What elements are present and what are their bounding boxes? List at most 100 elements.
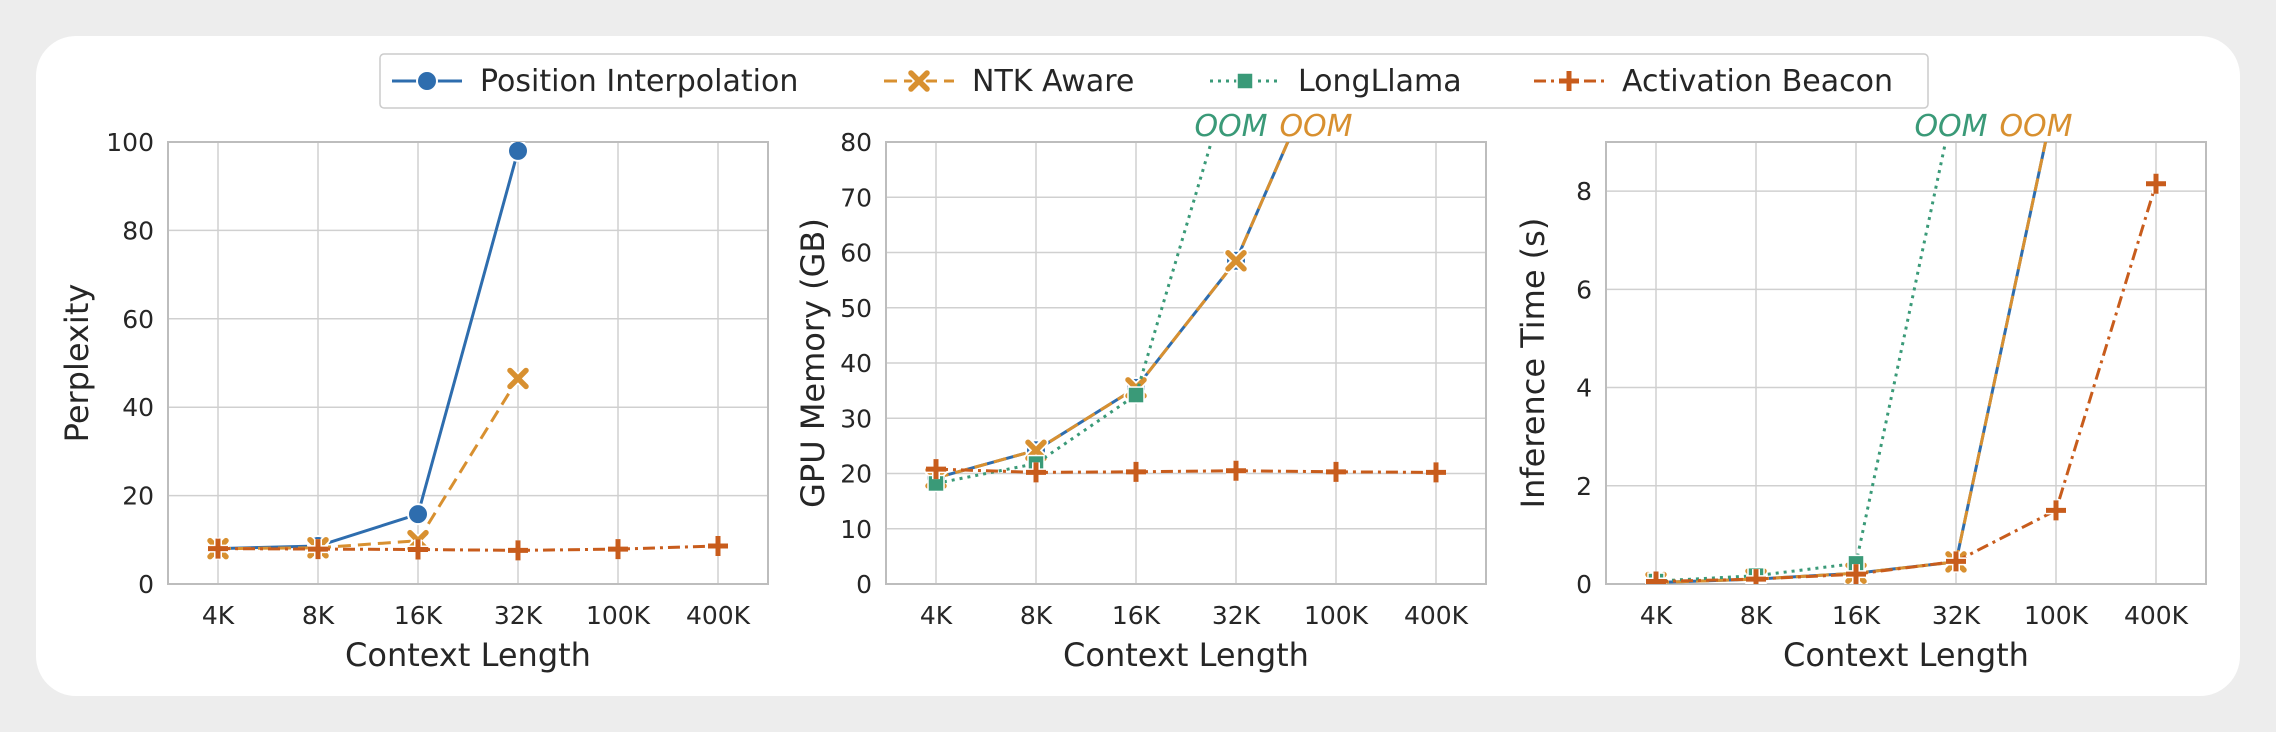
data-point — [1746, 569, 1766, 584]
data-point — [1127, 386, 1145, 404]
data-point — [926, 459, 946, 480]
data-point — [505, 365, 531, 391]
data-point-stroke — [308, 539, 328, 560]
y-tick-label: 50 — [840, 294, 872, 323]
legend-marker — [1236, 72, 1254, 90]
data-point — [407, 503, 429, 526]
data-point-stroke — [1226, 460, 1246, 481]
series-line — [1655, 183, 2158, 583]
x-tick-label: 100K — [1304, 601, 1369, 630]
data-point — [1126, 461, 1146, 482]
data-point — [1946, 551, 1966, 572]
y-axis-label: Inference Time (s) — [1514, 218, 1552, 509]
series-ab — [208, 535, 728, 561]
legend-label: NTK Aware — [972, 64, 1134, 99]
y-tick-label: 80 — [122, 216, 154, 245]
series-line — [935, 467, 1437, 474]
y-tick-label: 30 — [840, 404, 872, 433]
series-line — [1655, 142, 1948, 583]
legend: Position Interpolation NTK Aware LongLlama… — [379, 53, 1929, 109]
x-tick-label: 8K — [302, 601, 335, 630]
data-point — [1226, 460, 1246, 481]
x-tick-label: 8K — [1740, 601, 1773, 630]
chart-panel-2: 4K 8K 16K 32K 100K 400K 0 10 20 30 40 50 60 70 80 Conte… — [794, 109, 1487, 674]
oom-annotation: OOM — [1279, 109, 1352, 144]
data-point-stroke — [1026, 462, 1046, 483]
data-point — [1326, 461, 1346, 482]
y-tick-label: 70 — [840, 183, 872, 212]
data-point — [1223, 248, 1249, 274]
y-tick-label: 8 — [1576, 177, 1592, 206]
data-point-stroke — [2146, 173, 2166, 194]
x-axis-label: Context Length — [1783, 636, 2029, 674]
x-tick-label: 100K — [586, 601, 651, 630]
data-point-stroke — [1646, 571, 1666, 584]
y-tick-label: 40 — [840, 349, 872, 378]
data-point-stroke — [1746, 569, 1766, 584]
data-point-stroke — [1426, 462, 1446, 483]
data-point — [1026, 462, 1046, 483]
x-tick-label: 32K — [494, 601, 543, 630]
data-point-stroke — [508, 540, 528, 561]
legend-frame — [379, 53, 1929, 109]
legend-item-ll: LongLlama — [1210, 64, 1462, 99]
data-point — [1426, 462, 1446, 483]
series-line — [935, 142, 1213, 485]
y-tick-label: 80 — [840, 128, 872, 157]
data-point — [208, 538, 228, 559]
y-axis-label: GPU Memory (GB) — [794, 218, 832, 508]
chart-panel-1: 4K 8K 16K 32K 100K 400K 0 20 40 60 80 100 Context Le… — [58, 128, 769, 674]
x-tick-label: 32K — [1212, 601, 1261, 630]
plot-frame — [1605, 141, 2207, 585]
data-point — [2046, 500, 2066, 521]
x-tick-label: 4K — [1640, 601, 1673, 630]
y-tick-label: 100 — [106, 128, 154, 157]
data-point-stroke — [1846, 564, 1866, 584]
oom-annotation: OOM — [1194, 109, 1267, 144]
legend-label: Position Interpolation — [480, 64, 798, 99]
series-line — [217, 544, 719, 552]
legend-label: Activation Beacon — [1622, 64, 1893, 99]
y-tick-label: 0 — [138, 570, 154, 599]
x-axis-label: Context Length — [1063, 636, 1309, 674]
legend-marker — [1559, 71, 1579, 91]
y-tick-label: 40 — [122, 393, 154, 422]
data-point — [507, 142, 529, 162]
plot-frame — [167, 141, 769, 585]
data-point — [1846, 564, 1866, 584]
series-ab — [1646, 173, 2166, 584]
data-point-stroke — [507, 367, 529, 390]
data-point-stroke — [608, 539, 628, 560]
y-tick-label: 60 — [840, 239, 872, 268]
y-tick-label: 20 — [840, 460, 872, 489]
data-point-stroke — [408, 539, 428, 560]
legend-label: LongLlama — [1298, 64, 1462, 99]
data-point — [708, 535, 728, 556]
data-point — [2146, 173, 2166, 194]
data-point — [1646, 571, 1666, 584]
data-point-stroke — [1946, 551, 1966, 572]
x-tick-label: 16K — [1112, 601, 1161, 630]
plot-area — [168, 142, 768, 584]
chart-panel-3: 4K 8K 16K 32K 100K 400K 0 2 4 6 8 Context Length Inf… — [1514, 109, 2207, 674]
data-point-stroke — [1326, 461, 1346, 482]
x-tick-label: 400K — [686, 601, 751, 630]
y-tick-label: 10 — [840, 515, 872, 544]
x-tick-label: 400K — [1404, 601, 1469, 630]
x-tick-label: 16K — [1832, 601, 1881, 630]
data-point-stroke — [1126, 461, 1146, 482]
x-tick-label: 8K — [1020, 601, 1053, 630]
oom-annotation: OOM — [1914, 109, 1987, 144]
x-axis-label: Context Length — [345, 636, 591, 674]
plot-area — [1606, 142, 2206, 584]
y-tick-label: 6 — [1576, 275, 1592, 304]
data-point — [608, 539, 628, 560]
data-point — [408, 539, 428, 560]
data-point-stroke — [708, 535, 728, 556]
y-tick-label: 60 — [122, 305, 154, 334]
x-tick-label: 4K — [202, 601, 235, 630]
data-point-stroke — [926, 459, 946, 480]
y-tick-label: 0 — [856, 570, 872, 599]
x-tick-label: 32K — [1932, 601, 1981, 630]
